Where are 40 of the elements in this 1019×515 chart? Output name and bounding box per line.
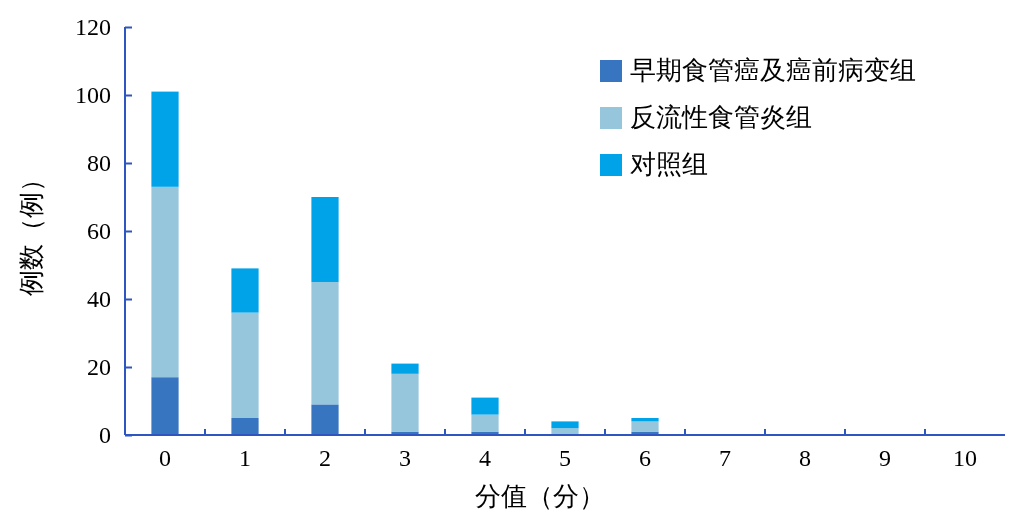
x-tick-label: 6 [639, 445, 651, 472]
bar [311, 404, 339, 435]
legend-label: 早期食管癌及癌前病变组 [630, 56, 916, 85]
legend-label: 对照组 [630, 150, 708, 179]
y-axis-title: 例数（例） [17, 166, 46, 296]
x-tick-label: 10 [953, 445, 977, 472]
bar [311, 197, 339, 282]
x-tick-label: 5 [559, 445, 571, 472]
bar [391, 363, 419, 374]
y-tick-label: 80 [87, 150, 111, 177]
x-tick-label: 0 [159, 445, 171, 472]
bar [311, 282, 339, 405]
bar [471, 414, 499, 432]
bar [151, 377, 179, 435]
bar [151, 186, 179, 378]
y-tick-label: 60 [87, 218, 111, 245]
bar [551, 428, 579, 435]
bar [391, 373, 419, 432]
y-tick-label: 40 [87, 286, 111, 313]
x-axis-title: 分值（分） [475, 482, 605, 511]
y-tick-label: 120 [75, 14, 111, 41]
y-tick-label: 100 [75, 82, 111, 109]
x-tick-label: 2 [319, 445, 331, 472]
x-tick-label: 1 [239, 445, 251, 472]
bar [231, 312, 259, 418]
legend-label: 反流性食管炎组 [630, 103, 812, 132]
bar [551, 421, 579, 429]
x-tick-label: 9 [879, 445, 891, 472]
y-tick-label: 0 [99, 422, 111, 449]
bar [631, 421, 659, 432]
y-tick-label: 20 [87, 354, 111, 381]
bar [631, 418, 659, 422]
bar [471, 397, 499, 415]
bar [151, 91, 179, 187]
bar [231, 418, 259, 435]
x-tick-label: 7 [719, 445, 731, 472]
bar [231, 268, 259, 313]
x-tick-label: 8 [799, 445, 811, 472]
x-tick-label: 3 [399, 445, 411, 472]
x-tick-label: 4 [479, 445, 491, 472]
